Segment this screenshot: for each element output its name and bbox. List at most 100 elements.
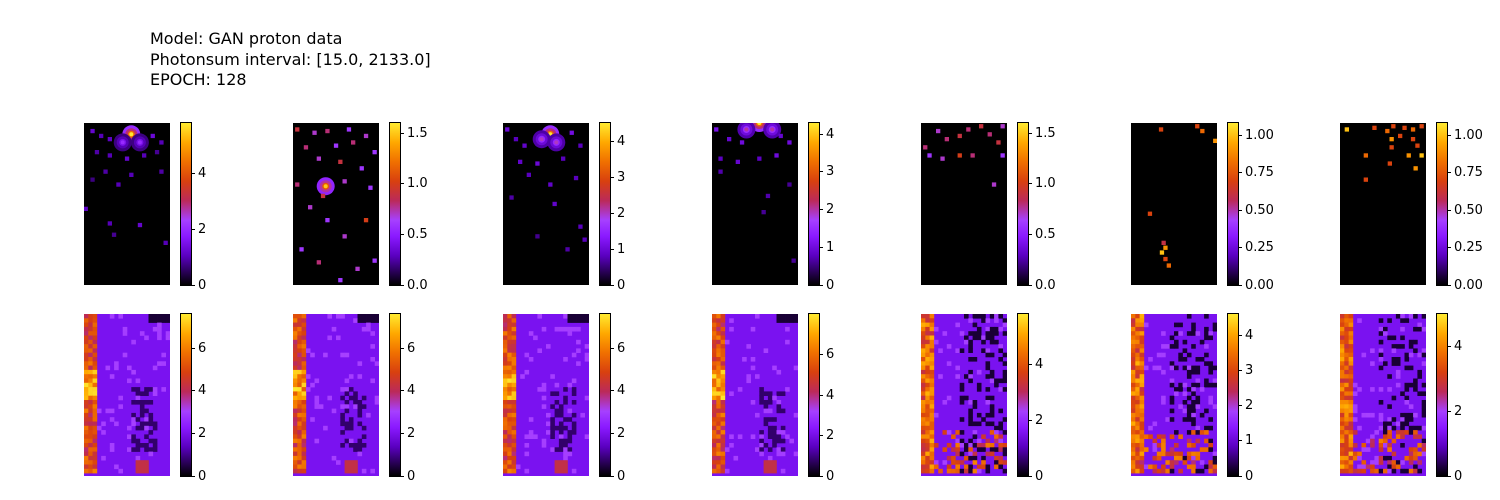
heatmap-cell — [1191, 464, 1196, 470]
heatmap-cell — [554, 382, 560, 388]
heatmap-cell — [998, 464, 1003, 470]
heatmap-cell — [1204, 382, 1209, 388]
heatmap-cell — [524, 352, 530, 358]
heatmap-cell — [759, 443, 764, 448]
heatmap-cell — [1182, 400, 1188, 405]
heatmap-top-7 — [1340, 123, 1426, 285]
heatmap-cell — [293, 468, 298, 474]
heatmap-cell — [152, 447, 158, 452]
heatmap-cell — [929, 408, 935, 414]
heatmap-cell — [297, 378, 302, 384]
heatmap-cell — [785, 326, 790, 332]
heatmap-cell — [929, 378, 935, 384]
heatmap-cell — [1204, 361, 1209, 366]
heatmap-cell — [1344, 344, 1349, 349]
heatmap-cell — [363, 133, 369, 139]
heatmap-cell — [929, 348, 935, 353]
heatmap-cell — [929, 314, 935, 319]
heatmap-cell — [1186, 352, 1192, 358]
heatmap-cell — [1402, 125, 1407, 130]
colorbar-tick — [400, 432, 404, 434]
heatmap-cell — [558, 464, 564, 470]
heatmap-cell — [720, 357, 726, 362]
heatmap-cell — [1161, 438, 1166, 444]
heatmap-cell — [925, 430, 930, 435]
heatmap-cell — [150, 133, 155, 139]
heatmap-cell — [998, 460, 1003, 465]
heatmap-cell — [558, 404, 564, 409]
heatmap-cell — [1340, 404, 1345, 409]
heatmap-cell — [746, 344, 751, 349]
heatmap-cell — [1195, 357, 1201, 362]
heatmap-cell — [92, 314, 98, 319]
heatmap-cell — [1191, 412, 1196, 418]
heatmap-cell — [985, 352, 991, 358]
heatmap-cell — [88, 412, 93, 418]
heatmap-cell — [357, 361, 363, 366]
heatmap-cell — [558, 468, 564, 474]
heatmap-cell — [511, 391, 517, 396]
colorbar-tick-label: 1 — [617, 241, 626, 257]
heatmap-cell — [88, 344, 93, 349]
hotspot — [554, 140, 559, 145]
heatmap-cell — [1182, 357, 1188, 362]
heatmap-cell — [1417, 322, 1422, 328]
heatmap-cell — [353, 400, 358, 405]
heatmap-cell — [1352, 443, 1358, 448]
heatmap-cell — [1378, 447, 1384, 452]
heatmap-cell — [1191, 400, 1196, 405]
heatmap-cell — [1131, 369, 1136, 375]
heatmap-cell — [1139, 378, 1145, 384]
heatmap-cell — [301, 408, 307, 414]
heatmap-cell — [84, 460, 89, 465]
heatmap-cell — [957, 153, 962, 158]
heatmap-cell — [1174, 322, 1179, 328]
heatmap-cell — [361, 314, 367, 319]
heatmap-cell — [716, 369, 721, 375]
heatmap-cell — [563, 468, 568, 474]
heatmap-cell — [1139, 451, 1145, 457]
heatmap-cell — [139, 404, 145, 409]
heatmap-cell — [503, 438, 508, 444]
heatmap-cell — [511, 344, 517, 349]
heatmap-cell — [776, 314, 782, 319]
heatmap-cell — [1378, 357, 1384, 362]
heatmap-cell — [88, 335, 93, 341]
heatmap-cell — [716, 339, 721, 345]
heatmap-cell — [297, 361, 302, 366]
heatmap-cell — [84, 451, 89, 457]
heatmap-cell — [550, 391, 555, 396]
heatmap-cell — [989, 451, 995, 457]
heatmap-cell — [159, 140, 164, 145]
heatmap-cell — [1174, 339, 1179, 345]
heatmap-cell — [503, 460, 508, 465]
heatmap-cell — [301, 417, 307, 422]
heatmap-cell — [921, 331, 926, 336]
heatmap-cell — [1195, 369, 1201, 375]
heatmap-cell — [353, 404, 358, 409]
heatmap-cell — [1178, 352, 1183, 358]
colorbar-tick-label: 6 — [198, 340, 207, 356]
heatmap-cell — [301, 374, 307, 379]
heatmap-cell — [998, 443, 1003, 448]
heatmap-cell — [785, 314, 790, 319]
heatmap-cell — [548, 182, 553, 187]
heatmap-cell — [1182, 460, 1188, 465]
heatmap-cell — [554, 460, 560, 465]
heatmap-cell — [1208, 369, 1213, 375]
heatmap-cell — [109, 314, 115, 319]
heatmap-cell — [929, 443, 935, 448]
heatmap-cell — [301, 395, 307, 401]
heatmap-cell — [1002, 460, 1007, 465]
heatmap-cell — [1357, 425, 1362, 431]
heatmap-cell — [1340, 443, 1345, 448]
heatmap-cell — [1191, 322, 1196, 328]
heatmap-cell — [1344, 425, 1349, 431]
heatmap-cell — [720, 382, 726, 388]
colorbar-tick — [1447, 209, 1451, 211]
heatmap-cell — [293, 331, 298, 336]
heatmap-cell — [989, 369, 995, 375]
heatmap-cell — [981, 460, 986, 465]
heatmap-cell — [503, 382, 508, 388]
heatmap-cell — [712, 314, 717, 319]
